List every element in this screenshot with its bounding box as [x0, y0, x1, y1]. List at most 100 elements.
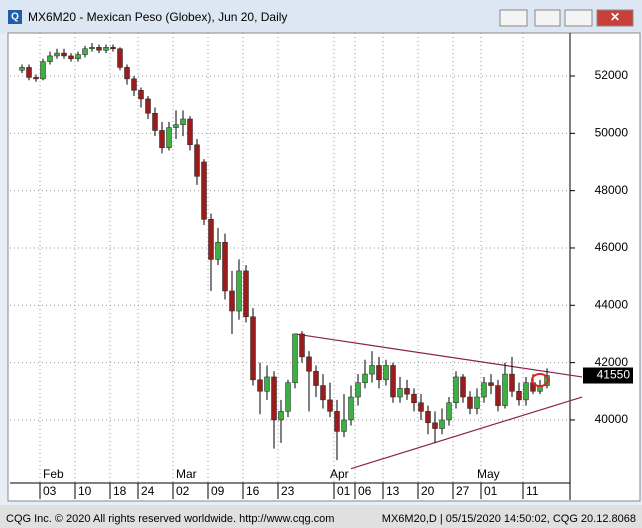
candle-body	[124, 67, 130, 80]
candle-body	[145, 98, 151, 114]
x-tick-label: 01	[337, 484, 351, 498]
candle-body	[523, 382, 529, 401]
app-icon-letter: Q	[11, 12, 19, 23]
candle-body	[495, 385, 501, 406]
candle-body	[481, 382, 487, 398]
candle-body	[432, 422, 438, 429]
candle-body	[229, 290, 235, 312]
candle-body	[19, 67, 25, 71]
y-tick-label: 48000	[595, 183, 629, 197]
x-tick-label: 10	[78, 484, 92, 498]
trendline	[294, 333, 583, 378]
candle-body	[278, 411, 284, 421]
candle-body	[446, 402, 452, 421]
candle-body	[509, 373, 515, 392]
candle-body	[299, 333, 305, 358]
last-price-box	[583, 367, 633, 384]
candle-body	[61, 52, 67, 57]
x-tick-label: 24	[141, 484, 155, 498]
candle-body	[341, 419, 347, 432]
candle-body	[243, 270, 249, 318]
candle-body	[40, 61, 46, 80]
status-bar	[0, 505, 642, 528]
candle-body	[47, 55, 53, 62]
candle-body	[222, 241, 228, 292]
candle-body	[376, 365, 382, 381]
x-tick-label: 11	[526, 484, 539, 498]
y-tick-label: 40000	[595, 412, 629, 426]
close-button[interactable]	[596, 9, 634, 27]
x-tick-label: 18	[113, 484, 127, 498]
trendline	[350, 396, 583, 470]
candle-body	[355, 382, 361, 398]
chart-area	[7, 32, 641, 502]
candle-body	[54, 52, 60, 57]
candle-body	[502, 373, 508, 406]
x-tick-label: 01	[484, 484, 498, 498]
y-tick-label: 50000	[595, 125, 629, 139]
candle-body	[362, 373, 368, 383]
candle-body	[180, 118, 186, 125]
month-label: Mar	[176, 467, 197, 481]
candle-body	[68, 55, 74, 60]
minimize-button[interactable]	[534, 9, 561, 27]
candle-body	[131, 78, 137, 91]
candle-body	[201, 161, 207, 220]
candle-body	[439, 419, 445, 429]
candle-body	[320, 385, 326, 401]
candle-body	[33, 77, 39, 80]
candle-body	[208, 219, 214, 260]
pin-button[interactable]	[499, 9, 528, 27]
candle-body	[89, 47, 95, 50]
candle-body	[306, 356, 312, 372]
app-icon	[8, 10, 22, 24]
x-tick-label: 20	[421, 484, 435, 498]
candle-body	[257, 379, 263, 392]
x-tick-label: 13	[386, 484, 400, 498]
candle-body	[152, 113, 158, 131]
candle-body	[75, 54, 81, 60]
candle-body	[271, 376, 277, 421]
candle-body	[327, 399, 333, 412]
y-tick-label: 44000	[595, 297, 629, 311]
candle-body	[418, 402, 424, 412]
candle-body	[453, 376, 459, 403]
candle-body	[250, 316, 256, 381]
x-tick-label: 27	[456, 484, 470, 498]
candle-body	[383, 365, 389, 381]
footer-left: CQG Inc. © 2020 All rights reserved worl…	[6, 513, 334, 525]
month-label: Apr	[330, 467, 349, 481]
y-tick-label: 46000	[595, 240, 629, 254]
y-tick-label: 42000	[595, 355, 629, 369]
candle-body	[292, 333, 298, 383]
candle-body	[159, 130, 165, 148]
y-tick-label: 52000	[595, 68, 629, 82]
month-label: May	[477, 467, 500, 481]
candle-body	[96, 47, 102, 51]
x-tick-label: 16	[246, 484, 260, 498]
candle-body	[516, 391, 522, 401]
x-tick-label: 09	[211, 484, 225, 498]
candle-body	[82, 48, 88, 55]
candle-body	[215, 241, 221, 260]
candle-body	[166, 127, 172, 148]
candle-body	[173, 124, 179, 128]
candle-body	[138, 90, 144, 100]
x-tick-label: 23	[281, 484, 295, 498]
candle-body	[397, 388, 403, 398]
candle-body	[348, 396, 354, 421]
candle-body	[194, 144, 200, 177]
candle-body	[264, 376, 270, 392]
candle-body	[117, 48, 123, 68]
candle-body	[404, 388, 410, 395]
candle-body	[425, 411, 431, 424]
candle-body	[26, 67, 32, 78]
maximize-button[interactable]	[564, 9, 593, 27]
candle-body	[187, 118, 193, 146]
candle-body	[313, 370, 319, 386]
candle-body	[467, 396, 473, 409]
highlight-circle	[531, 373, 549, 387]
candle-body	[488, 382, 494, 386]
candle-body	[334, 411, 340, 432]
